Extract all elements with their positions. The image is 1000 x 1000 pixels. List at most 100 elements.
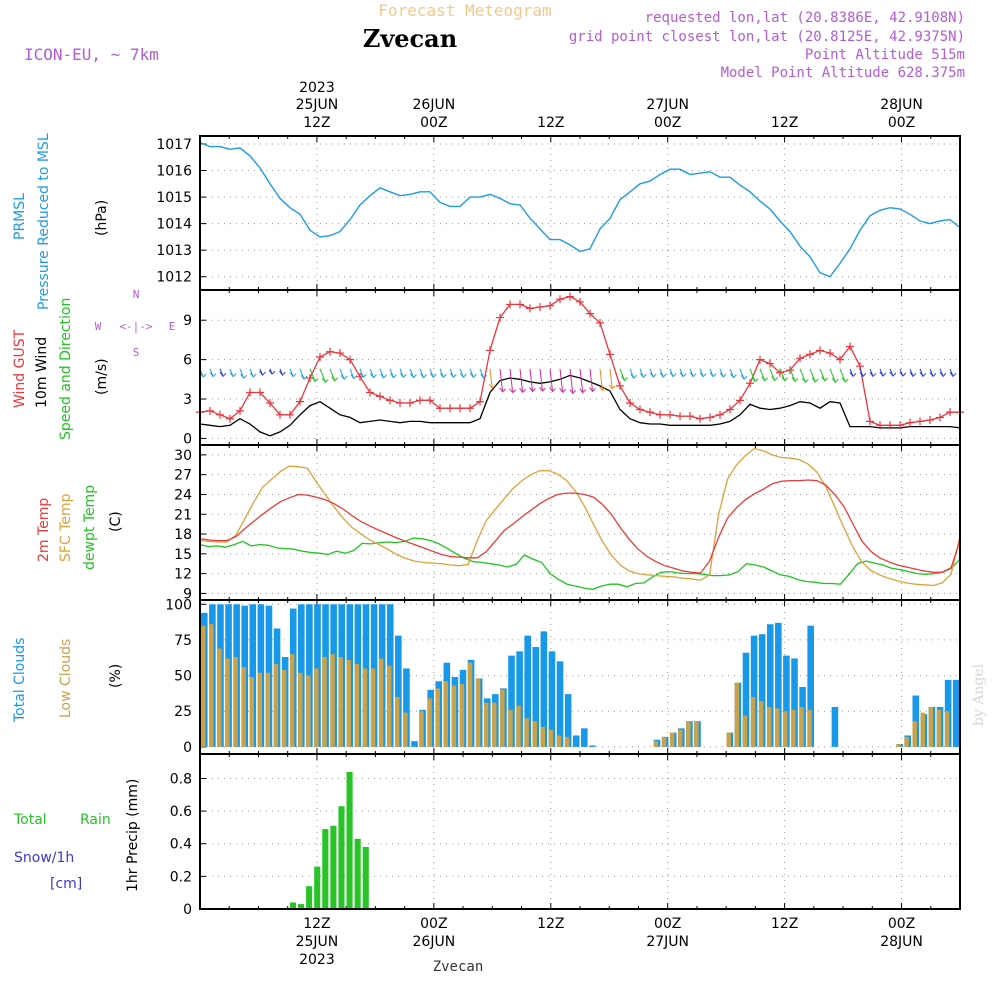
rain-bar xyxy=(330,825,337,909)
wind-arrowhead xyxy=(289,372,297,378)
temp2m-line xyxy=(199,479,961,574)
temp-labels: 2m Temp SFC Temp dewpt Temp (C) xyxy=(36,485,124,570)
low-cloud-bar xyxy=(330,654,335,747)
gust-marker xyxy=(486,346,494,355)
gust-marker xyxy=(256,388,264,397)
wind-arrow xyxy=(799,368,806,383)
total-cloud-bar xyxy=(766,624,774,747)
gust-marker xyxy=(216,410,224,419)
gust-marker xyxy=(656,410,664,419)
low-cloud-bar xyxy=(209,624,214,747)
low-cloud-bar xyxy=(791,709,796,747)
low-cloud-bar xyxy=(346,659,351,747)
gust-marker xyxy=(296,397,304,406)
wind-arrowhead xyxy=(669,372,677,378)
gust-marker xyxy=(456,404,464,413)
low-cloud-bar xyxy=(306,675,311,747)
wind-arrowhead xyxy=(730,373,737,379)
rain-bar xyxy=(362,847,369,909)
low-cloud-bar xyxy=(936,709,942,747)
low-cloud-bar xyxy=(669,732,675,747)
gust-marker xyxy=(276,410,284,419)
low-cloud-bar xyxy=(944,711,950,747)
low-cloud-bar xyxy=(233,657,238,747)
wind-arrowhead xyxy=(259,370,266,376)
gust-marker xyxy=(566,292,574,301)
wind-arrowhead xyxy=(879,371,887,377)
gust-marker xyxy=(696,414,704,423)
precip-labels: Total Rain Snow/1h [cm] 1hr Precip (mm) xyxy=(13,779,141,892)
wind-arrowhead xyxy=(801,377,809,384)
wind-arrow xyxy=(489,368,493,389)
wind-labels: Wind GUST 10m Wind Speed and Direction (… xyxy=(12,288,175,440)
ytick-label: 0.4 xyxy=(170,837,192,853)
total-cloud-bar xyxy=(564,694,572,747)
low-cloud-bar xyxy=(281,669,287,747)
wind-arrowhead xyxy=(689,372,697,378)
top-axis-label: 00Z xyxy=(654,115,681,131)
low-cloud-bar xyxy=(395,696,400,747)
bottom-axis-label: 28JUN xyxy=(880,934,923,950)
wind-arrowhead xyxy=(420,373,427,379)
ytick-label: 15 xyxy=(174,547,192,563)
bottom-time-axis: 12Z 25JUN 2023 00Z 26JUN 12Z 00Z 27JUN 12Z 00Z 28J… xyxy=(296,916,923,968)
low-cloud-bar xyxy=(249,677,254,747)
wind-arrowhead xyxy=(340,374,348,380)
ytick-label: 1013 xyxy=(156,243,192,259)
pressure-msl-label: Pressure Reduced to MSL xyxy=(36,133,52,310)
ytick-label: 25 xyxy=(174,704,192,720)
rain-label: Rain xyxy=(80,812,111,828)
low-cloud-bar xyxy=(516,705,521,747)
wind-arrow xyxy=(329,368,336,381)
wind-arrowhead xyxy=(781,376,789,382)
low-cloud-bar xyxy=(742,715,748,747)
point-altitude: Point Altitude 515m xyxy=(805,47,965,63)
wind-arrowhead xyxy=(380,373,387,379)
panel-frame xyxy=(199,444,961,601)
total-cloud-bar xyxy=(572,735,580,747)
top-axis-label: 00Z xyxy=(888,115,915,131)
top-axis-label: 2023 xyxy=(299,80,335,96)
wind-arrow xyxy=(519,368,524,393)
wind-arrowhead xyxy=(761,376,769,382)
total-cloud-bar xyxy=(581,728,588,747)
wind-arrowhead xyxy=(719,372,727,378)
wind-arrowhead xyxy=(480,373,488,379)
wind-arrowhead xyxy=(889,371,897,377)
wind-arrowhead xyxy=(821,376,829,382)
gust-marker xyxy=(226,414,234,423)
snow-label: Snow/1h xyxy=(14,850,74,866)
wind-arrowhead xyxy=(919,372,927,378)
rain-bar xyxy=(314,866,321,909)
wind-panel: 0 3 6 9 xyxy=(183,290,964,447)
total-clouds-label: Total Clouds xyxy=(12,638,28,723)
wind-arrowhead xyxy=(321,377,329,384)
wind10m-label: 10m Wind xyxy=(34,337,50,408)
watermark: by Angel xyxy=(971,663,987,726)
wind-arrowhead xyxy=(229,372,237,378)
total-cloud-bar xyxy=(395,635,402,747)
bottom-axis-label: 25JUN xyxy=(296,934,339,950)
low-cloud-bar xyxy=(435,688,440,747)
ytick-label: 24 xyxy=(174,487,192,503)
low-cloud-bar xyxy=(386,665,392,747)
sfc-temp-label: SFC Temp xyxy=(58,493,74,562)
wind-arrowhead xyxy=(869,372,877,378)
ytick-label: 12 xyxy=(174,567,192,583)
ytick-label: 9 xyxy=(183,313,192,329)
gridpoint-coords: grid point closest lon,lat (20.8125E, 42… xyxy=(569,29,965,45)
low-cloud-bar xyxy=(678,729,683,747)
gust-marker xyxy=(246,388,254,397)
gust-marker xyxy=(396,398,404,407)
low-cloud-bar xyxy=(734,682,740,747)
gust-marker xyxy=(946,408,954,417)
wind-arrowhead xyxy=(240,373,248,379)
ytick-label: 0 xyxy=(183,431,192,447)
wind-arrowhead xyxy=(529,387,536,393)
gust-marker xyxy=(616,381,624,390)
wind-arrow xyxy=(809,368,816,383)
wind-arrowhead xyxy=(589,387,596,393)
gust-marker xyxy=(286,410,294,419)
low-cloud-bar xyxy=(532,721,537,747)
gust-marker xyxy=(706,413,714,422)
